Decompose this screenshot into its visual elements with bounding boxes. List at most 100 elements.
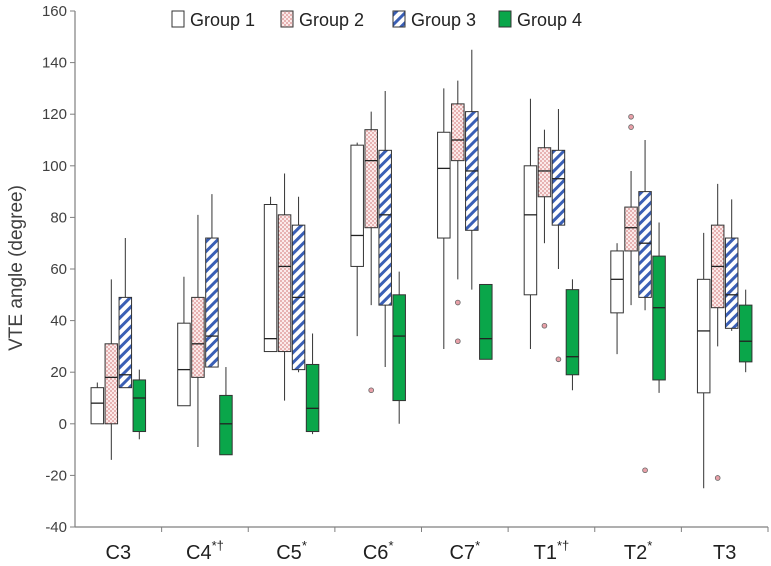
box-group-2-t1	[537, 129, 552, 329]
box-group-3-t2	[638, 140, 652, 474]
legend-label: Group 3	[411, 10, 476, 30]
box-iqr	[696, 278, 711, 394]
outlier-point	[541, 322, 548, 329]
outlier-point	[628, 124, 634, 130]
legend-item-group-2: Group 2	[280, 10, 364, 30]
box-iqr	[277, 214, 292, 353]
box-iqr	[437, 131, 451, 239]
significance-marker: *	[388, 538, 393, 553]
legend-label: Group 1	[190, 10, 255, 30]
box-iqr	[378, 149, 392, 306]
x-category-label: C5*	[276, 538, 307, 564]
legend-item-group-3: Group 3	[392, 10, 476, 30]
box-group-4-t1	[565, 279, 580, 391]
legend-item-group-1: Group 1	[171, 10, 255, 30]
box-iqr	[451, 103, 465, 162]
x-category-label: T3	[713, 542, 736, 564]
x-axis-category-labels: C3 C4*† C5* C6* C7* T1*† T2* T3	[106, 527, 769, 564]
outlier-point	[628, 113, 634, 120]
box-group-1-t3	[696, 232, 711, 489]
box-group-4-c5	[305, 333, 320, 435]
box-iqr	[177, 322, 191, 407]
box-iqr	[624, 206, 638, 252]
significance-marker: *	[475, 538, 480, 553]
box-iqr	[537, 147, 552, 198]
box-iqr	[738, 304, 753, 363]
box-iqr	[724, 237, 739, 329]
box-iqr	[90, 387, 105, 425]
box-group-1-c3	[90, 382, 105, 425]
y-tick-label: 160	[42, 3, 67, 20]
outlier-point	[455, 338, 461, 345]
box-group-1-c7	[437, 88, 451, 349]
box-group-2-t3	[710, 183, 725, 481]
y-tick-label: 100	[42, 158, 67, 175]
legend-swatch	[280, 10, 294, 28]
box-group-2-c5	[277, 173, 292, 401]
x-category-label: T1*†	[534, 538, 570, 564]
significance-marker: *	[647, 538, 652, 553]
legend-label: Group 2	[299, 10, 364, 30]
box-iqr	[652, 255, 666, 381]
box-group-4-c6	[392, 271, 406, 424]
y-tick-label: 0	[59, 416, 67, 433]
box-group-2-c4	[191, 214, 205, 448]
x-category-label: C4*†	[186, 538, 224, 564]
box-group-2-t2	[624, 113, 638, 306]
box-group-1-c4	[177, 276, 191, 407]
box-iqr	[118, 296, 133, 389]
legend-swatch	[392, 10, 406, 28]
box-group-2-c6	[364, 111, 378, 394]
box-iqr	[551, 149, 566, 226]
legend-item-group-4: Group 4	[498, 10, 582, 30]
y-tick-label: 40	[50, 313, 67, 330]
y-tick-label: 80	[50, 209, 67, 226]
box-iqr	[205, 237, 219, 368]
box-group-4-c3	[132, 369, 147, 440]
box-iqr	[104, 343, 119, 425]
box-iqr	[305, 363, 320, 433]
outlier-point	[714, 475, 721, 481]
y-axis-title: VTE angle (degree)	[6, 185, 27, 351]
y-tick-label: 20	[50, 364, 67, 381]
box-group-3-t3	[724, 199, 739, 331]
box-iqr	[364, 129, 378, 229]
significance-marker: *	[302, 538, 307, 553]
x-category-label: C3	[106, 542, 132, 564]
y-tick-label: 120	[42, 106, 67, 123]
box-group-1-t2	[610, 243, 624, 355]
x-category-label: C6*	[363, 538, 394, 564]
box-iqr	[392, 294, 406, 402]
box-iqr	[565, 289, 580, 376]
significance-marker: *†	[212, 538, 224, 553]
y-axis-ticks: -40 -20 0 20 40 60 80 100 120 140 160	[42, 3, 75, 536]
box-group-3-c5	[291, 196, 306, 373]
y-tick-label: 140	[42, 55, 67, 72]
box-iqr	[263, 204, 278, 353]
legend-swatch	[498, 10, 512, 28]
box-iqr	[479, 283, 493, 360]
box-iqr	[191, 296, 205, 378]
box-group-3-t1	[551, 109, 566, 363]
box-group-3-c3	[118, 238, 133, 389]
box-group-4-c7	[479, 283, 493, 360]
y-tick-label: 60	[50, 261, 67, 278]
box-iqr	[610, 250, 624, 314]
box-iqr	[132, 379, 147, 433]
box-group-1-t1	[523, 98, 538, 349]
box-group-2-c3	[104, 279, 119, 460]
box-group-3-c7	[465, 49, 479, 290]
outlier-point	[555, 356, 562, 363]
box-iqr	[350, 144, 364, 267]
outlier-point	[368, 387, 374, 394]
y-tick-label: -20	[45, 467, 67, 484]
box-group-2-c7	[451, 80, 465, 345]
box-group-3-c4	[205, 194, 219, 368]
box-group-1-c6	[350, 142, 364, 337]
box-iqr	[219, 394, 233, 456]
significance-marker: *†	[557, 538, 569, 553]
boxplot-series	[90, 49, 753, 489]
box-group-4-t3	[738, 289, 753, 373]
box-group-4-t2	[652, 222, 666, 393]
